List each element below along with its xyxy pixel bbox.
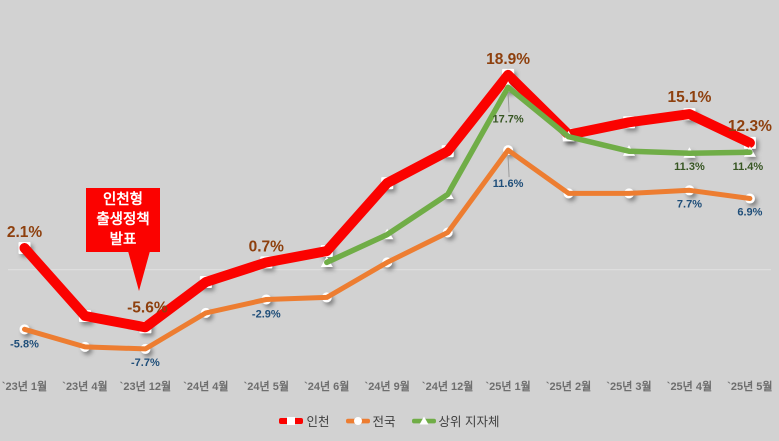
label-leader-line: [507, 157, 510, 178]
data-label: 17.7%: [492, 113, 523, 125]
legend-label: 전국: [372, 415, 396, 429]
x-axis-label: `24년 6월: [304, 379, 349, 393]
x-axis-label: `25년 3월: [606, 379, 651, 393]
x-axis-label: `25년 2월: [546, 379, 591, 393]
x-axis-label: `24년 5월: [244, 379, 289, 393]
x-axis-label: `25년 1월: [485, 379, 530, 393]
data-label: -7.7%: [131, 357, 160, 369]
x-axis-label: `24년 12월: [422, 379, 473, 393]
data-label: 12.3%: [728, 118, 772, 135]
data-label: 7.7%: [677, 198, 702, 210]
data-label: 15.1%: [667, 89, 711, 106]
legend-label: 상위 지자체: [438, 415, 500, 429]
legend-marker-circle-icon: [345, 416, 370, 425]
x-axis-label: `24년 9월: [365, 379, 410, 393]
x-axis-label: `24년 4월: [183, 379, 228, 393]
legend-item-2: 전국: [345, 411, 396, 430]
data-label: 0.7%: [249, 238, 285, 255]
data-label: 18.9%: [486, 51, 530, 68]
legend-label: 인천: [306, 415, 330, 429]
x-axis-label: `23년 1월: [2, 379, 47, 393]
legend-marker-square-icon: [279, 416, 304, 425]
data-label: 11.3%: [674, 161, 705, 173]
legend-item-3: 상위 지자체: [411, 411, 500, 430]
data-label: -5.8%: [10, 338, 39, 350]
legend: 인천 전국 상위 지자체: [0, 411, 779, 430]
data-label: 2.1%: [7, 224, 43, 241]
data-label: 11.4%: [733, 161, 764, 173]
x-axis-label: `25년 5월: [727, 379, 772, 393]
legend-item-1: 인천: [279, 411, 330, 430]
data-label: 11.6%: [493, 178, 524, 190]
annotation-callout-tail: [128, 251, 150, 291]
data-label: 6.9%: [737, 207, 762, 219]
annotation-line-2: 출생정책: [96, 212, 150, 228]
data-label: -2.9%: [252, 308, 281, 320]
annotation-line-1: 인천형: [102, 192, 144, 208]
label-leader-line: [507, 94, 510, 113]
series-line-1: [19, 69, 755, 333]
series-line-3: [324, 84, 753, 266]
data-label: -5.6%: [127, 299, 168, 316]
legend-marker-triangle-icon: [411, 416, 436, 424]
x-axis-label: `23년 12월: [120, 379, 171, 393]
x-axis-label: `23년 4월: [62, 379, 107, 393]
series-line-2: [22, 147, 753, 352]
x-axis-label: `25년 4월: [667, 379, 712, 393]
annotation-callout: 인천형 출생정책 발표: [86, 188, 160, 252]
annotation-line-3: 발표: [109, 232, 137, 248]
